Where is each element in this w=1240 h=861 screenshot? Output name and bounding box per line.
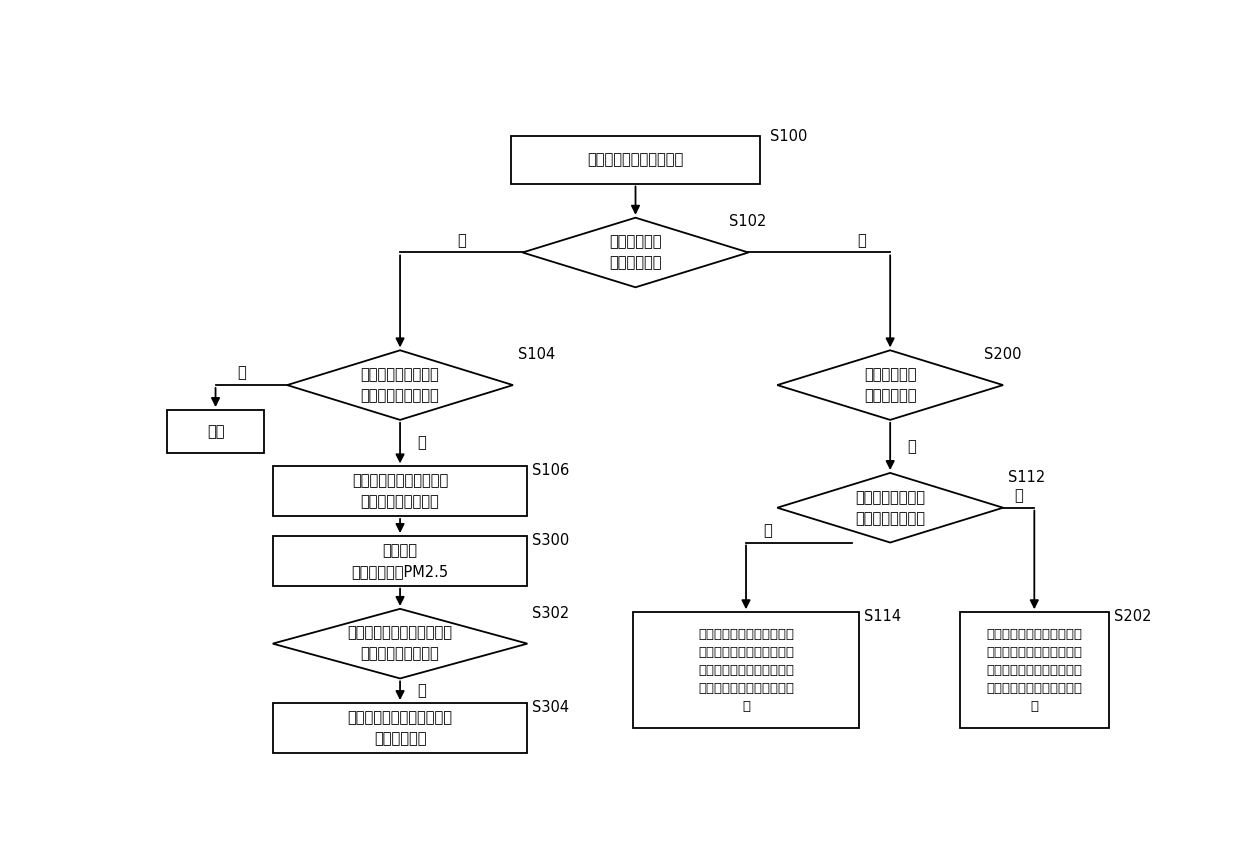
Text: 是: 是 [458,233,466,248]
Text: 将汽车的循环模式自动切换
至外循环模式，外循环风门
开度满足第二开度阈值，第
二开度阈值小于第一开度阈
值: 将汽车的循环模式自动切换 至外循环模式，外循环风门 开度满足第二开度阈值，第 二… [698,628,794,713]
Polygon shape [777,350,1003,420]
Text: S104: S104 [518,347,556,362]
Text: 是: 是 [764,523,773,538]
Polygon shape [522,218,749,288]
Text: S112: S112 [1008,469,1045,485]
Polygon shape [273,609,527,678]
FancyBboxPatch shape [273,536,527,585]
Text: S114: S114 [864,609,901,624]
Text: 否: 否 [857,233,866,248]
Text: S200: S200 [983,347,1022,362]
Text: 结束: 结束 [207,424,224,439]
Text: S302: S302 [532,605,569,621]
Text: 车外温度低于
第二预设温度: 车外温度低于 第二预设温度 [864,367,916,403]
Text: 是: 是 [418,684,427,698]
Polygon shape [288,350,513,420]
Text: 车内二氧化碳浓度
高于预设浓度阈值: 车内二氧化碳浓度 高于预设浓度阈值 [856,490,925,526]
Text: S102: S102 [729,214,766,229]
FancyBboxPatch shape [960,612,1109,728]
Text: S202: S202 [1114,609,1151,624]
Text: 车外温度高于
第一预设温度: 车外温度高于 第一预设温度 [609,234,662,270]
Text: 车内温度与车外温度的温差
低于或等于预设温差: 车内温度与车外温度的温差 低于或等于预设温差 [347,626,453,661]
Text: S100: S100 [770,129,807,144]
Text: S304: S304 [532,700,569,715]
Text: 将所述汽车的循环模式自
动切换至外循环模式: 将所述汽车的循环模式自 动切换至外循环模式 [352,474,448,509]
Text: 是: 是 [418,436,427,450]
Text: S106: S106 [532,463,569,478]
Text: 否: 否 [237,366,246,381]
FancyBboxPatch shape [634,612,859,728]
Text: 是: 是 [1014,488,1023,504]
Text: 将汽车的循环模式自动切换
至外循环模式，外循环风门
开度满足第三开度阈值，第
三开度阈值小于第二开度阈
值: 将汽车的循环模式自动切换 至外循环模式，外循环风门 开度满足第三开度阈值，第 三… [986,628,1083,713]
Polygon shape [777,473,1003,542]
Text: 将汽车的循环模式自动切换
至内循环模式: 将汽车的循环模式自动切换 至内循环模式 [347,709,453,746]
Text: 获取车内温度和车外温度: 获取车内温度和车外温度 [588,152,683,167]
FancyBboxPatch shape [273,703,527,753]
Text: 车内温度与车外温度
的温差高于预设温差: 车内温度与车外温度 的温差高于预设温差 [361,367,439,403]
FancyBboxPatch shape [273,467,527,516]
FancyBboxPatch shape [511,136,760,183]
Text: 是: 是 [908,439,916,454]
FancyBboxPatch shape [167,410,264,453]
Text: S300: S300 [532,533,569,548]
Text: 检测车外
空气质量指数PM2.5: 检测车外 空气质量指数PM2.5 [351,542,449,579]
